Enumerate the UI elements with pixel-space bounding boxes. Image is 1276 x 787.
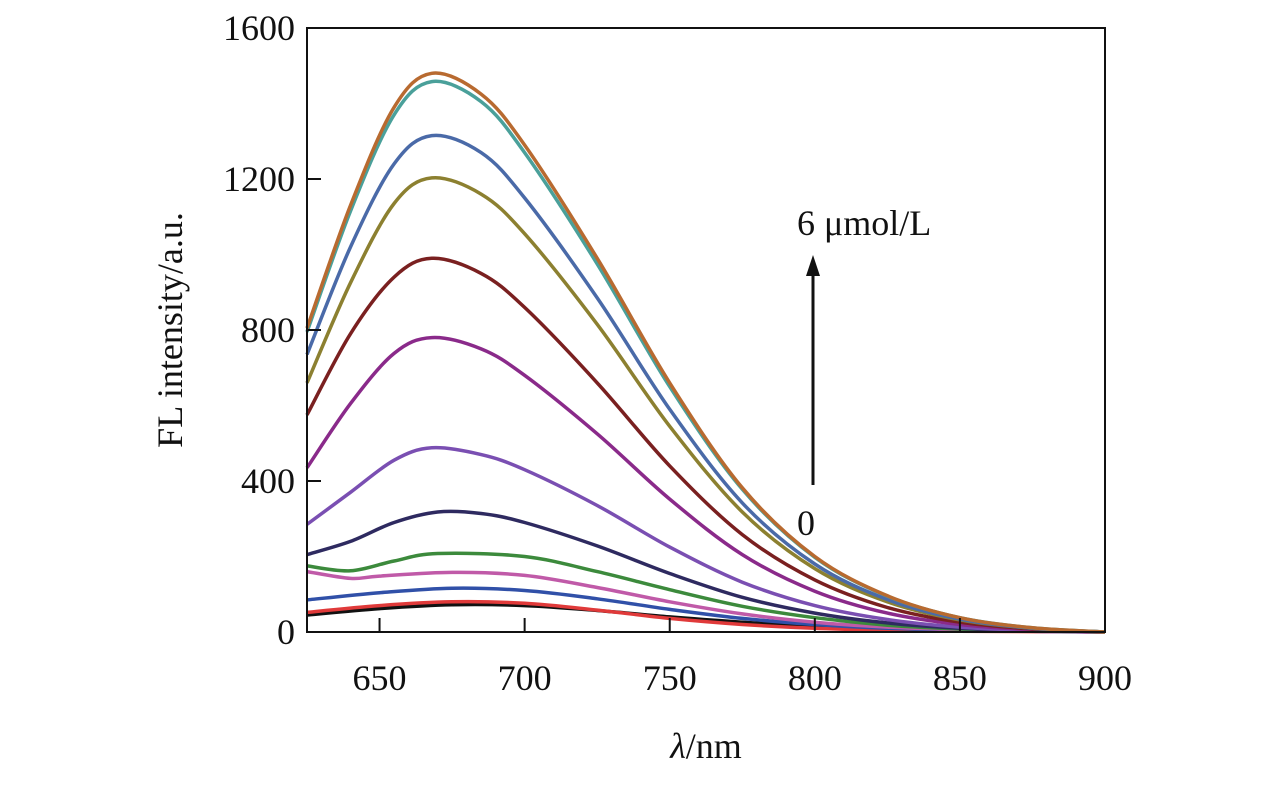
y-tick-label: 1600 <box>223 8 295 48</box>
concentration-annotation: 6 μmol/L 0 <box>797 203 931 543</box>
x-axis-title: λ/nm <box>669 726 742 766</box>
y-tick-label: 0 <box>277 612 295 652</box>
x-tick-label: 650 <box>353 658 407 698</box>
x-tick-label: 800 <box>788 658 842 698</box>
x-tick-label: 700 <box>498 658 552 698</box>
series-line-11 <box>305 79 1106 634</box>
series-line-8 <box>305 256 1106 634</box>
y-tick-label: 400 <box>241 461 295 501</box>
annotation-max-concentration: 6 μmol/L <box>797 203 931 243</box>
x-tick-label: 850 <box>933 658 987 698</box>
x-axis-title-unit: /nm <box>686 726 742 766</box>
arrow-up-icon <box>806 255 820 276</box>
ticks-layer <box>307 27 1106 633</box>
y-tick-label: 800 <box>241 310 295 350</box>
x-tick-label: 750 <box>643 658 697 698</box>
annotation-zero-concentration: 0 <box>797 503 815 543</box>
x-axis-title-symbol: λ <box>669 726 686 766</box>
series-line-7 <box>305 335 1106 634</box>
series-line-10 <box>305 133 1106 634</box>
y-tick-label: 1200 <box>223 159 295 199</box>
plot-frame <box>306 27 1106 633</box>
x-tick-label: 900 <box>1078 658 1132 698</box>
tick-labels-layer: 650 700 750 800 850 900 0 400 800 1200 1600 <box>223 8 1132 698</box>
series-line-12 <box>305 71 1106 634</box>
series-layer <box>305 71 1106 634</box>
series-line-6 <box>305 445 1106 634</box>
y-axis-title: FL intensity/a.u. <box>150 212 190 448</box>
